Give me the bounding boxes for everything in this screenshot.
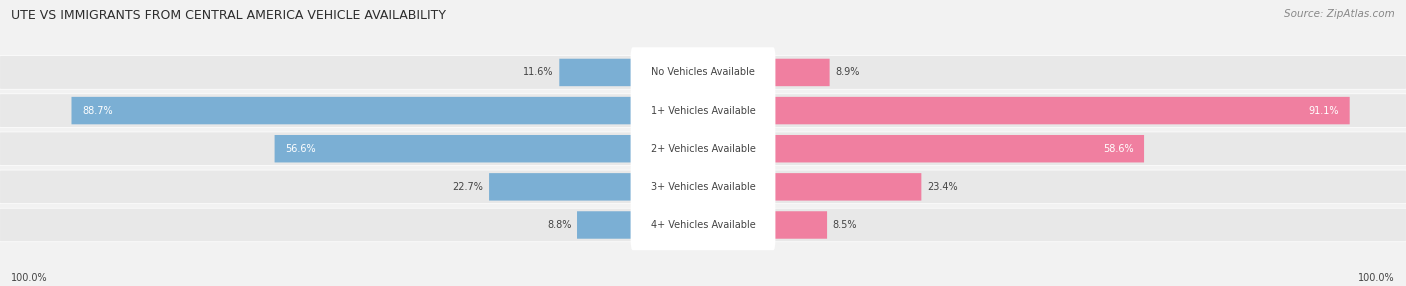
Text: 58.6%: 58.6%	[1102, 144, 1133, 154]
FancyBboxPatch shape	[0, 132, 1406, 166]
Text: Source: ZipAtlas.com: Source: ZipAtlas.com	[1284, 9, 1395, 19]
FancyBboxPatch shape	[576, 211, 633, 239]
FancyBboxPatch shape	[274, 135, 633, 162]
Text: 8.9%: 8.9%	[835, 67, 859, 78]
Text: 22.7%: 22.7%	[453, 182, 484, 192]
Text: 4+ Vehicles Available: 4+ Vehicles Available	[651, 220, 755, 230]
FancyBboxPatch shape	[630, 47, 776, 98]
Text: 91.1%: 91.1%	[1309, 106, 1339, 116]
Text: No Vehicles Available: No Vehicles Available	[651, 67, 755, 78]
Text: 2+ Vehicles Available: 2+ Vehicles Available	[651, 144, 755, 154]
Text: UTE VS IMMIGRANTS FROM CENTRAL AMERICA VEHICLE AVAILABILITY: UTE VS IMMIGRANTS FROM CENTRAL AMERICA V…	[11, 9, 446, 21]
Text: 88.7%: 88.7%	[82, 106, 112, 116]
FancyBboxPatch shape	[773, 173, 921, 200]
FancyBboxPatch shape	[0, 56, 1406, 89]
FancyBboxPatch shape	[630, 124, 776, 174]
FancyBboxPatch shape	[0, 208, 1406, 242]
Text: 100.0%: 100.0%	[11, 273, 48, 283]
FancyBboxPatch shape	[773, 97, 1350, 124]
FancyBboxPatch shape	[0, 94, 1406, 127]
Text: 100.0%: 100.0%	[1358, 273, 1395, 283]
FancyBboxPatch shape	[773, 211, 827, 239]
FancyBboxPatch shape	[630, 200, 776, 250]
Text: 1+ Vehicles Available: 1+ Vehicles Available	[651, 106, 755, 116]
Text: 11.6%: 11.6%	[523, 67, 554, 78]
FancyBboxPatch shape	[72, 97, 633, 124]
Text: 8.5%: 8.5%	[832, 220, 858, 230]
Text: 8.8%: 8.8%	[547, 220, 571, 230]
FancyBboxPatch shape	[0, 170, 1406, 204]
FancyBboxPatch shape	[489, 173, 633, 200]
FancyBboxPatch shape	[773, 135, 1144, 162]
Text: 23.4%: 23.4%	[927, 182, 957, 192]
FancyBboxPatch shape	[773, 59, 830, 86]
FancyBboxPatch shape	[630, 162, 776, 212]
FancyBboxPatch shape	[630, 86, 776, 136]
Text: 56.6%: 56.6%	[285, 144, 316, 154]
FancyBboxPatch shape	[560, 59, 633, 86]
Text: 3+ Vehicles Available: 3+ Vehicles Available	[651, 182, 755, 192]
